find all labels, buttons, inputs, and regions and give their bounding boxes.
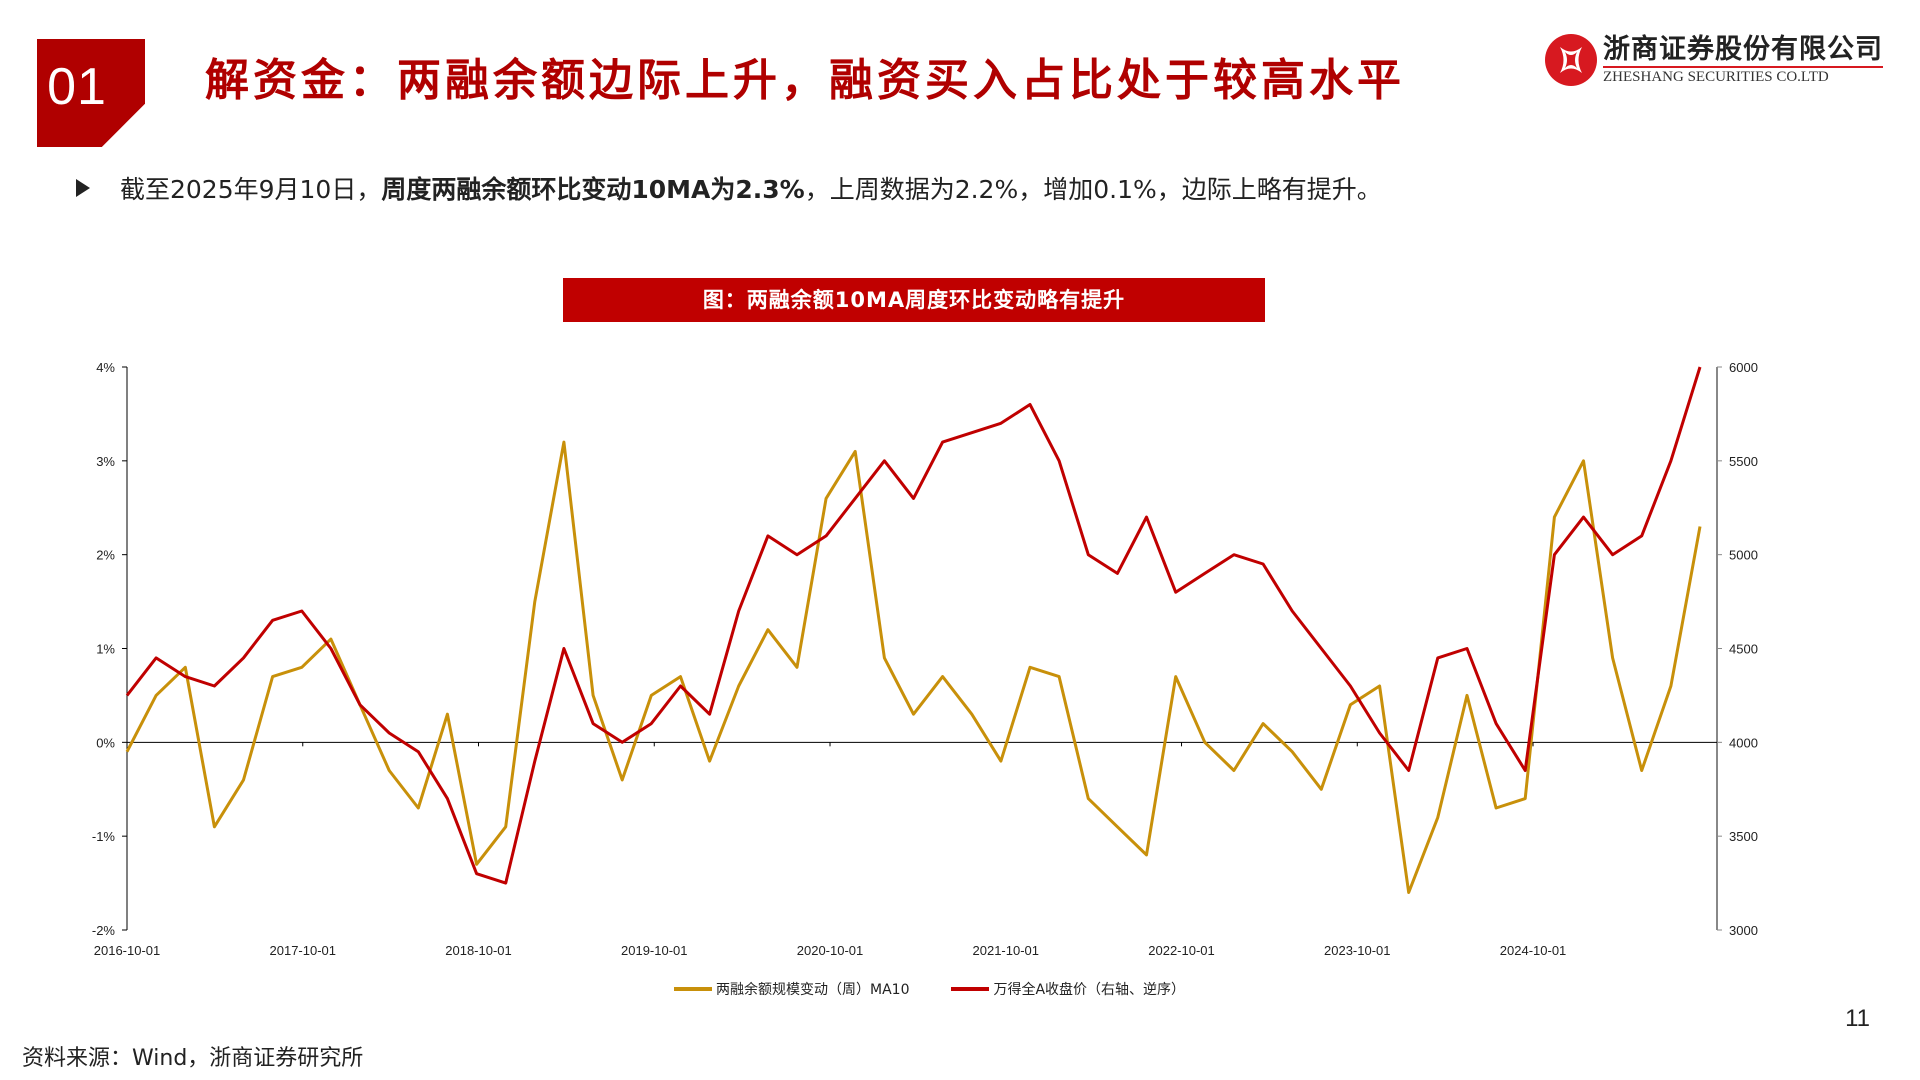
x-tick-label: 2022-10-01 xyxy=(1148,943,1215,958)
right-tick-label: 3500 xyxy=(1729,829,1758,844)
left-tick-label: 4% xyxy=(96,360,115,375)
right-tick-label: 3000 xyxy=(1729,923,1758,938)
x-tick-label: 2019-10-01 xyxy=(621,943,688,958)
chart-title-banner: 图：两融余额10MA周度环比变动略有提升 xyxy=(563,278,1265,322)
bullet-highlight: 周度两融余额环比变动10MA为2.3% xyxy=(381,175,805,204)
arrow-bullet-icon xyxy=(76,179,90,197)
bullet-suffix: ，上周数据为2.2%，增加0.1%，边际上略有提升。 xyxy=(804,175,1382,204)
legend-label-margin-balance: 两融余额规模变动（周）MA10 xyxy=(716,982,910,998)
section-number: 01 xyxy=(47,58,107,116)
series-margin-balance-line xyxy=(125,440,1702,894)
page-number: 11 xyxy=(1845,1005,1870,1032)
left-tick-label: 1% xyxy=(96,642,115,657)
legend-swatch-gold xyxy=(674,987,712,991)
series-wind-a-line xyxy=(125,366,1702,885)
logo-en-name: ZHESHANG SECURITIES CO.LTD xyxy=(1603,68,1829,85)
x-tick-label: 2016-10-01 xyxy=(94,943,161,958)
right-tick-label: 5000 xyxy=(1729,548,1758,563)
legend-label-wind-a: 万得全A收盘价（右轴、逆序） xyxy=(993,982,1186,998)
left-tick-label: -2% xyxy=(92,923,116,938)
right-tick-label: 4000 xyxy=(1729,735,1758,750)
left-tick-label: 2% xyxy=(96,548,115,563)
summary-bullet: 截至2025年9月10日， 周度两融余额环比变动10MA为2.3% ，上周数据为… xyxy=(76,170,1382,206)
legend-swatch-red xyxy=(951,987,990,991)
left-tick-label: -1% xyxy=(92,829,116,844)
section-badge: 01 xyxy=(37,39,145,147)
logo-cn-name: 浙商证券股份有限公司 xyxy=(1603,34,1883,68)
right-tick-label: 5500 xyxy=(1729,454,1758,469)
data-source: 资料来源：Wind，浙商证券研究所 xyxy=(22,1046,364,1071)
x-tick-label: 2017-10-01 xyxy=(270,943,337,958)
company-logo: 浙商证券股份有限公司 ZHESHANG SECURITIES CO.LTD xyxy=(1545,30,1883,90)
right-tick-label: 4500 xyxy=(1729,642,1758,657)
right-tick-label: 6000 xyxy=(1729,360,1758,375)
bullet-prefix: 截至2025年9月10日， xyxy=(120,175,382,204)
zheshang-logo-icon xyxy=(1545,34,1597,86)
x-tick-label: 2023-10-01 xyxy=(1324,943,1391,958)
chart-legend: 两融余额规模变动（周）MA10 万得全A收盘价（右轴、逆序） xyxy=(674,979,1227,999)
page-title: 解资金：两融余额边际上升，融资买入占比处于较高水平 xyxy=(205,55,1405,106)
left-tick-label: 0% xyxy=(96,735,115,750)
x-tick-label: 2024-10-01 xyxy=(1500,943,1567,958)
x-tick-label: 2021-10-01 xyxy=(973,943,1040,958)
x-tick-label: 2020-10-01 xyxy=(797,943,864,958)
left-tick-label: 3% xyxy=(96,454,115,469)
legend-item-margin-balance: 两融余额规模变动（周）MA10 xyxy=(674,979,909,999)
legend-item-wind-a: 万得全A收盘价（右轴、逆序） xyxy=(951,979,1185,999)
x-tick-label: 2018-10-01 xyxy=(445,943,512,958)
